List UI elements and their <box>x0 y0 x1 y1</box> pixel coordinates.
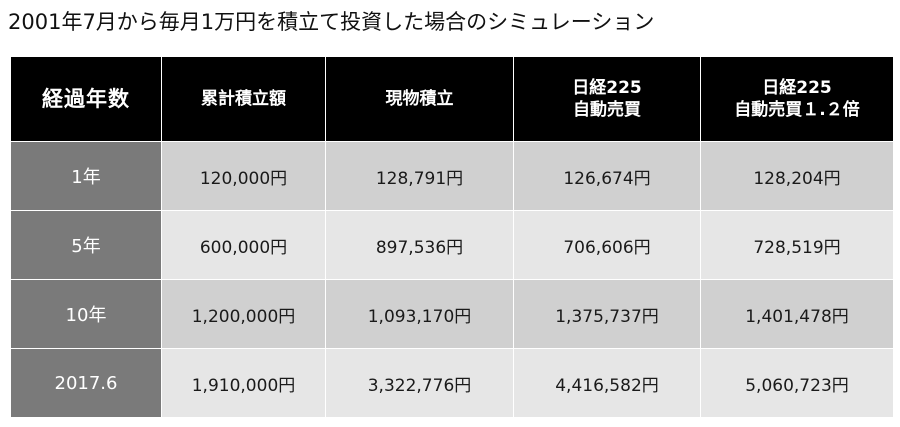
value-cell: 126,674円 <box>513 141 701 211</box>
header-label: 日経225 <box>762 78 832 98</box>
value-cell: 728,519円 <box>700 210 894 280</box>
table-body: 1年 120,000円 128,791円 126,674円 128,204円 5… <box>10 141 894 418</box>
value-cell: 4,416,582円 <box>513 348 701 418</box>
value-cell: 600,000円 <box>161 210 326 280</box>
table-row: 2017.6 1,910,000円 3,322,776円 4,416,582円 … <box>10 348 894 418</box>
year-cell: 2017.6 <box>10 348 162 418</box>
header-label: 自動売買１.２倍 <box>734 100 860 120</box>
header-label: 現物積立 <box>385 89 454 109</box>
table-row: 1年 120,000円 128,791円 126,674円 128,204円 <box>10 141 894 211</box>
value-cell: 128,204円 <box>700 141 894 211</box>
table-header: 経過年数 累計積立額 現物積立 日経225 自動売買 日経225 自動売買１.２… <box>10 56 894 142</box>
year-cell: 5年 <box>10 210 162 280</box>
value-cell: 897,536円 <box>325 210 514 280</box>
header-label: 経過年数 <box>42 87 130 111</box>
value-cell: 5,060,723円 <box>700 348 894 418</box>
header-label: 累計積立額 <box>201 89 286 109</box>
table-row: 5年 600,000円 897,536円 706,606円 728,519円 <box>10 210 894 280</box>
value-cell: 1,401,478円 <box>700 279 894 349</box>
header-elapsed-years: 経過年数 <box>10 56 162 142</box>
header-cumulative-amount: 累計積立額 <box>161 56 326 142</box>
year-cell: 1年 <box>10 141 162 211</box>
value-cell: 3,322,776円 <box>325 348 514 418</box>
value-cell: 128,791円 <box>325 141 514 211</box>
table-row: 10年 1,200,000円 1,093,170円 1,375,737円 1,4… <box>10 279 894 349</box>
value-cell: 1,375,737円 <box>513 279 701 349</box>
header-spot-accumulation: 現物積立 <box>325 56 514 142</box>
header-nikkei-auto-trade-1-2x: 日経225 自動売買１.２倍 <box>700 56 894 142</box>
header-label: 日経225 <box>572 78 642 98</box>
value-cell: 1,200,000円 <box>161 279 326 349</box>
simulation-table: 経過年数 累計積立額 現物積立 日経225 自動売買 日経225 自動売買１.２… <box>10 56 894 418</box>
value-cell: 1,910,000円 <box>161 348 326 418</box>
header-row: 経過年数 累計積立額 現物積立 日経225 自動売買 日経225 自動売買１.２… <box>10 56 894 142</box>
value-cell: 1,093,170円 <box>325 279 514 349</box>
value-cell: 120,000円 <box>161 141 326 211</box>
page-title: 2001年7月から毎月1万円を積立て投資した場合のシミュレーション <box>8 10 655 34</box>
header-nikkei-auto-trade: 日経225 自動売買 <box>513 56 701 142</box>
value-cell: 706,606円 <box>513 210 701 280</box>
year-cell: 10年 <box>10 279 162 349</box>
header-label: 自動売買 <box>573 100 641 120</box>
